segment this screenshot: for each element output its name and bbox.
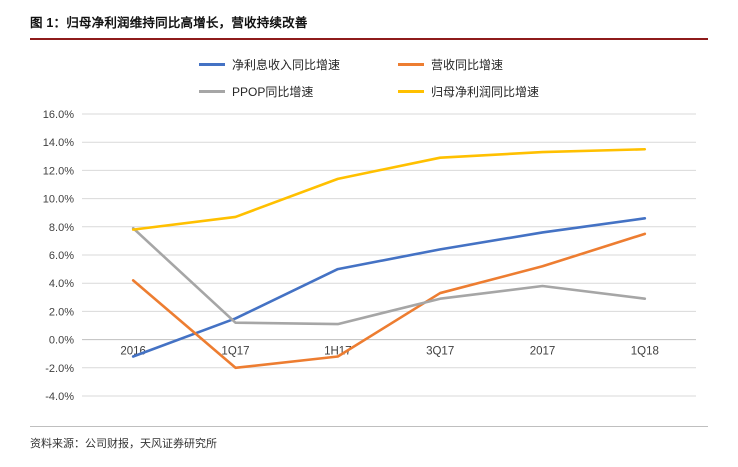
legend-item-0: 净利息收入同比增速 <box>198 56 340 73</box>
series-line-1 <box>131 232 647 370</box>
x-tick-label: 1H17 <box>324 346 352 358</box>
series-line-3 <box>131 147 647 231</box>
y-tick-label: 10.0% <box>43 194 74 206</box>
y-tick-label: 4.0% <box>49 278 74 290</box>
y-tick-label: 12.0% <box>43 165 74 177</box>
y-tick-label: 2.0% <box>49 306 74 318</box>
legend-item-3: 归母净利润同比增速 <box>398 83 539 100</box>
x-tick-label: 3Q17 <box>426 346 454 358</box>
y-tick-label: -4.0% <box>45 391 74 403</box>
legend-item-2: PPOP同比增速 <box>198 83 340 100</box>
y-tick-label: 0.0% <box>49 335 74 347</box>
legend-line-swatch <box>198 63 225 66</box>
legend-label: 归母净利润同比增速 <box>431 85 540 99</box>
y-tick-label: 16.0% <box>43 109 74 121</box>
line-chart: -4.0% -2.0% 0.0% 2.0% 4.0% 6.0% 8.0% 10.0% 12.0%… <box>43 109 696 403</box>
y-tick-label: -2.0% <box>45 363 74 375</box>
chart-area: -4.0% -2.0% 0.0% 2.0% 4.0% 6.0% 8.0% 10.0% 12.0%… <box>30 106 708 418</box>
y-tick-label: 6.0% <box>49 250 74 262</box>
series-line-2 <box>131 226 647 326</box>
x-tick-label: 1Q18 <box>631 346 659 358</box>
legend-item-1: 营收同比增速 <box>398 56 539 73</box>
legend-label: 营收同比增速 <box>431 58 504 72</box>
source-note: 资料来源：公司财报，天风证券研究所 <box>30 438 217 450</box>
series-line-0 <box>131 217 647 358</box>
legend-line-swatch <box>198 90 225 93</box>
legend-label: 净利息收入同比增速 <box>231 58 340 72</box>
legend-line-swatch <box>398 63 424 66</box>
x-tick-label: 2017 <box>530 346 556 358</box>
title-rule <box>30 38 708 40</box>
x-tick-label: 1Q17 <box>221 346 249 358</box>
chart-legend: 净利息收入同比增速 营收同比增速 PPOP同比增速 归母净利润同比增速 <box>30 56 708 100</box>
source-rule <box>30 426 708 427</box>
y-tick-label: 14.0% <box>43 137 74 149</box>
y-tick-label: 8.0% <box>49 222 74 234</box>
legend-line-swatch <box>398 90 424 93</box>
legend-label: PPOP同比增速 <box>231 85 314 99</box>
figure-title: 图 1：归母净利润维持同比高增长，营收持续改善 <box>30 16 308 30</box>
